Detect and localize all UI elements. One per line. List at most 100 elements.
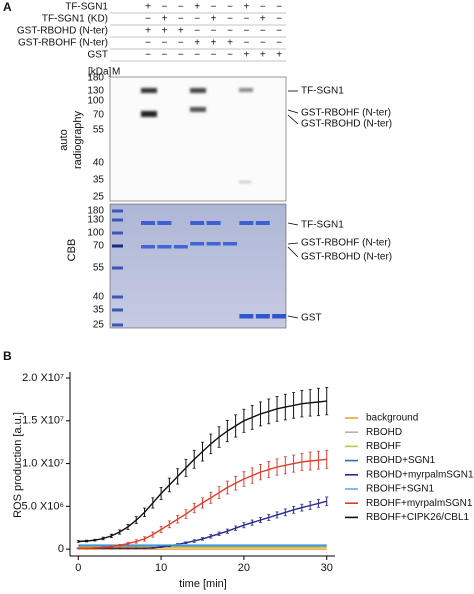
row-label: GST-RBOHD (N-ter) bbox=[17, 26, 108, 37]
band-label: GST-RBOHD (N-ter) bbox=[301, 252, 392, 263]
row-label: TF-SGN1 bbox=[65, 2, 108, 13]
band-label: GST-RBOHF (N-ter) bbox=[301, 108, 391, 119]
series-line bbox=[78, 500, 327, 549]
legend-label: RBOHD bbox=[366, 427, 402, 438]
x-tick-label: 30 bbox=[321, 562, 333, 574]
lane-sign: + bbox=[276, 50, 282, 61]
lane-sign: − bbox=[227, 26, 233, 37]
band-label: TF-SGN1 bbox=[301, 86, 344, 97]
cbb-bands bbox=[112, 209, 287, 327]
lane-sign: − bbox=[145, 50, 151, 61]
kda-marker: 70 bbox=[93, 110, 105, 121]
kda-marker: 130 bbox=[87, 215, 104, 226]
lane-sign: − bbox=[260, 38, 266, 49]
y-tick-label: 2.0 X10⁷ bbox=[22, 372, 64, 384]
x-tick-label: 10 bbox=[155, 562, 167, 574]
band bbox=[239, 88, 253, 92]
legend-label: RBOHD+SGN1 bbox=[366, 455, 436, 466]
lane-sign: + bbox=[194, 2, 200, 13]
kda-marker: 70 bbox=[93, 241, 105, 252]
kda-marker: 35 bbox=[93, 175, 105, 186]
kda-label: [kDa] bbox=[88, 67, 112, 78]
kda-marker: 55 bbox=[93, 125, 105, 136]
band bbox=[141, 111, 157, 117]
lane-sign: − bbox=[161, 38, 167, 49]
y-tick-label: 1.0 X10⁷ bbox=[22, 457, 64, 469]
kda-marker: 100 bbox=[87, 228, 104, 239]
ladder-band bbox=[112, 209, 123, 213]
lane-sign: − bbox=[260, 2, 266, 13]
y-tick-label: 0 bbox=[58, 543, 64, 555]
lane-sign: − bbox=[243, 38, 249, 49]
lane-sign: − bbox=[211, 26, 217, 37]
legend-label: background bbox=[366, 413, 418, 424]
lane-sign: + bbox=[194, 38, 200, 49]
lane-sign: − bbox=[161, 50, 167, 61]
autoradiography-gel bbox=[109, 76, 287, 202]
band bbox=[255, 314, 270, 319]
band bbox=[206, 242, 221, 246]
lane-sign: + bbox=[145, 2, 151, 13]
kda-marker: 25 bbox=[93, 192, 105, 203]
band bbox=[141, 221, 155, 225]
panel-label: A bbox=[3, 0, 12, 14]
y-axis-title: ROS production [a.u.] bbox=[12, 412, 24, 518]
band-pointer bbox=[287, 114, 299, 125]
lane-sign: + bbox=[260, 50, 266, 61]
lane-sign: − bbox=[276, 14, 282, 25]
band-label: GST-RBOHD (N-ter) bbox=[301, 119, 392, 130]
lane-sign: − bbox=[145, 14, 151, 25]
lane-sign: − bbox=[211, 50, 217, 61]
lane-sign: + bbox=[243, 50, 249, 61]
band-pointer bbox=[287, 242, 299, 245]
legend-label: RBOHF+CIPK26/CBL1 bbox=[366, 512, 470, 523]
autorad-bands bbox=[141, 88, 253, 183]
lane-sign: + bbox=[243, 2, 249, 13]
band bbox=[255, 221, 270, 225]
band bbox=[141, 88, 157, 93]
lane-sign: − bbox=[260, 26, 266, 37]
legend-label: RBOHF+SGN1 bbox=[366, 484, 435, 495]
band bbox=[157, 245, 172, 249]
ladder-band bbox=[112, 295, 123, 299]
marker-lane-label: M bbox=[112, 67, 120, 78]
band bbox=[157, 221, 172, 225]
kda-marker: 180 bbox=[87, 206, 104, 217]
y-tick-label: 5.0 X10⁶ bbox=[22, 500, 64, 512]
lane-sign: − bbox=[243, 14, 249, 25]
band-label: GST-RBOHF (N-ter) bbox=[301, 238, 391, 249]
gel-label: radiography bbox=[72, 110, 84, 169]
ladder-band bbox=[112, 323, 123, 327]
x-tick-label: 20 bbox=[238, 562, 250, 574]
kda-marker: 40 bbox=[93, 158, 105, 169]
ladder-band bbox=[112, 218, 123, 222]
kda-marker: 100 bbox=[87, 96, 104, 107]
kda-marker: 180 bbox=[87, 73, 104, 84]
kda-marker: 35 bbox=[93, 305, 105, 316]
kda-marker: 25 bbox=[93, 320, 105, 331]
y-tick-label: 1.5 X10⁷ bbox=[22, 415, 64, 427]
lane-sign: − bbox=[178, 38, 184, 49]
band-pointer bbox=[287, 109, 299, 114]
band-label: TF-SGN1 bbox=[301, 220, 344, 231]
lane-sign: − bbox=[178, 2, 184, 13]
band bbox=[239, 314, 254, 319]
band-pointer bbox=[287, 222, 299, 226]
lane-sign: − bbox=[194, 50, 200, 61]
lane-sign: − bbox=[243, 26, 249, 37]
panel-label: B bbox=[3, 349, 12, 363]
lane-sign: + bbox=[178, 26, 184, 37]
band bbox=[141, 245, 155, 249]
band bbox=[272, 314, 287, 319]
row-label: GST-RBOHF (N-ter) bbox=[18, 38, 108, 49]
gel-label: auto bbox=[58, 129, 70, 150]
band-label: GST bbox=[301, 313, 322, 324]
lane-sign: − bbox=[227, 2, 233, 13]
legend-label: RBOHD+myrpalmSGN1 bbox=[366, 469, 474, 480]
ladder-band bbox=[112, 231, 123, 235]
lane-sign: − bbox=[227, 50, 233, 61]
band-pointer bbox=[287, 246, 299, 258]
row-label: GST bbox=[87, 50, 108, 61]
